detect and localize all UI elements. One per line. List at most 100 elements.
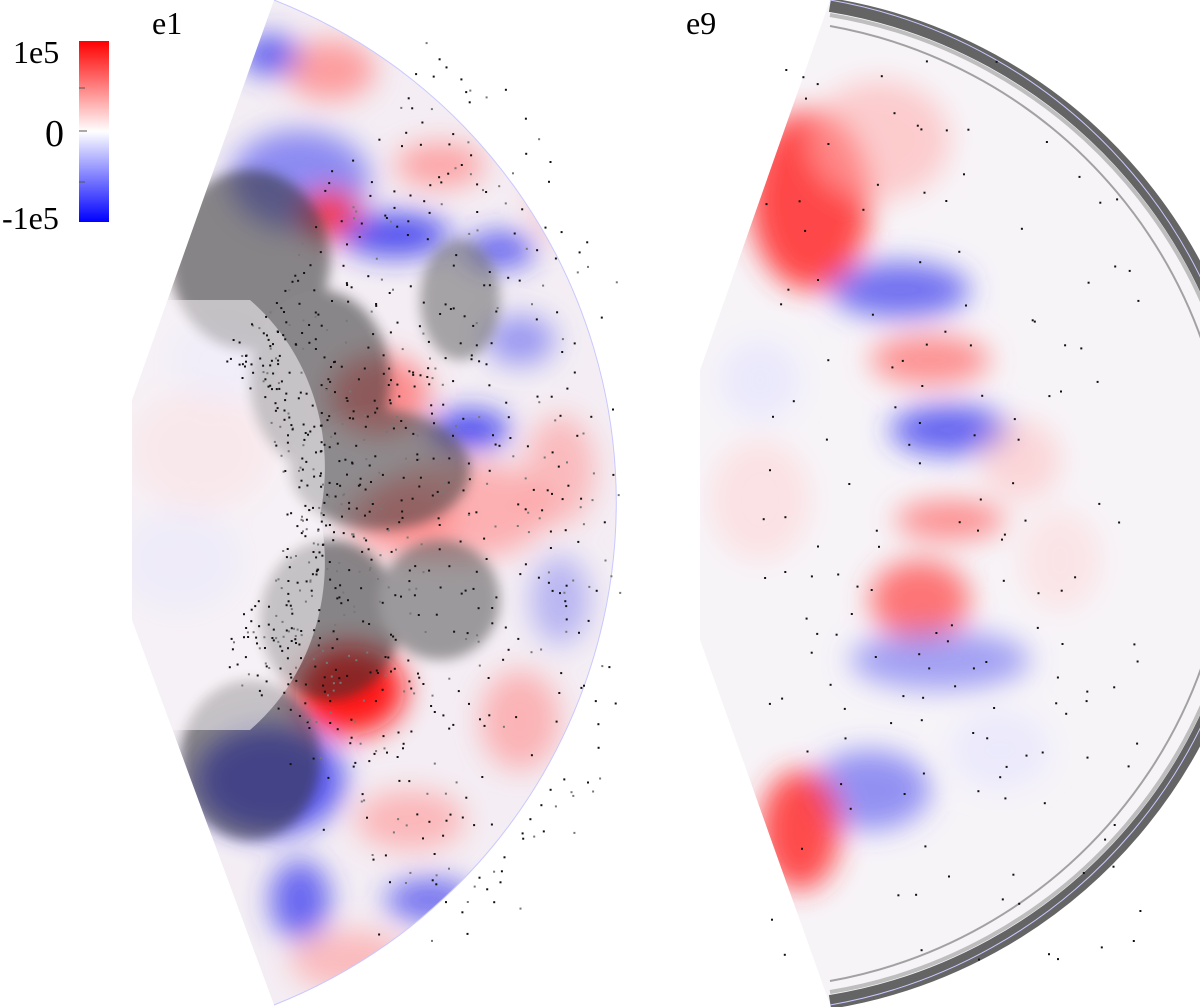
particle-dot xyxy=(476,229,479,232)
particle-dot xyxy=(313,475,316,478)
particle-dot xyxy=(249,387,252,390)
particle-dot xyxy=(434,367,437,370)
particle-dot xyxy=(517,503,520,506)
particle-dot xyxy=(564,600,567,603)
particle-dot xyxy=(538,517,541,520)
particle-dot xyxy=(548,180,550,183)
particle-dot xyxy=(275,444,278,447)
particle-dot xyxy=(262,380,265,383)
particle-dot xyxy=(305,580,308,583)
particle-dot xyxy=(373,752,376,755)
particle-dot xyxy=(417,614,420,616)
particle-dot xyxy=(487,677,490,679)
particle-dot xyxy=(315,570,318,573)
particle-dot xyxy=(269,384,272,387)
particle-dot xyxy=(384,674,387,677)
particle-dot xyxy=(919,261,922,264)
particle-dot xyxy=(411,107,414,110)
particle-dot xyxy=(290,512,293,515)
particle-dot xyxy=(525,152,528,155)
particle-dot xyxy=(448,867,450,870)
particle-dot xyxy=(560,672,563,675)
particle-dot xyxy=(1057,958,1059,961)
particle-dot xyxy=(301,468,304,471)
particle-dot xyxy=(965,304,967,307)
particle-dot xyxy=(294,635,297,637)
particle-dot xyxy=(1136,660,1139,663)
particle-dot xyxy=(314,315,317,318)
particle-dot xyxy=(339,584,342,587)
particle-dot xyxy=(382,735,385,738)
particle-dot xyxy=(418,325,421,328)
particle-dot xyxy=(431,879,434,882)
particle-dot xyxy=(590,415,593,418)
particle-dot xyxy=(263,636,266,639)
particle-dot xyxy=(264,647,266,649)
particle-dot xyxy=(610,575,613,578)
particle-dot xyxy=(452,264,455,267)
particle-dot xyxy=(925,60,928,63)
particle-dot xyxy=(493,901,496,904)
particle-dot xyxy=(370,181,373,184)
particle-dot xyxy=(559,592,561,595)
particle-dot xyxy=(246,631,249,634)
particle-dot xyxy=(397,731,400,734)
particle-dot xyxy=(323,676,326,679)
particle-dot xyxy=(468,512,471,515)
particle-dot xyxy=(978,958,980,961)
particle-dot xyxy=(289,708,292,711)
particle-dot xyxy=(505,401,508,404)
particle-dot xyxy=(995,60,998,63)
particle-dot xyxy=(388,367,391,370)
particle-dot xyxy=(359,483,362,486)
particle-dot xyxy=(486,482,489,485)
particle-dot xyxy=(398,779,401,782)
particle-dot xyxy=(299,466,302,469)
particle-dot xyxy=(370,481,372,483)
particle-dot xyxy=(496,307,499,310)
particle-dot xyxy=(422,301,425,304)
particle-dot xyxy=(319,757,322,759)
particle-dot xyxy=(251,324,254,327)
particle-dot xyxy=(229,357,232,360)
particle-dot xyxy=(470,358,473,361)
particle-dot xyxy=(423,200,426,203)
particle-dot xyxy=(416,453,419,456)
particle-dot xyxy=(258,625,261,628)
particle-dot xyxy=(392,427,395,430)
particle-dot xyxy=(901,359,904,362)
particle-dot xyxy=(314,348,317,350)
particle-dot xyxy=(334,391,336,394)
particle-dot xyxy=(485,191,488,193)
particle-dot xyxy=(406,536,409,539)
particle-dot xyxy=(293,627,295,630)
particle-dot xyxy=(615,281,618,284)
particle-dot xyxy=(530,754,533,757)
particle-dot xyxy=(1113,824,1116,826)
particle-dot xyxy=(269,347,272,350)
particle-dot xyxy=(447,172,450,175)
particle-dot xyxy=(460,592,463,595)
particle-dot xyxy=(542,830,545,833)
particle-dot xyxy=(928,667,931,670)
particle-dot xyxy=(467,462,470,465)
particle-dot xyxy=(245,360,247,363)
particle-dot xyxy=(470,154,473,157)
particle-shell-e9 xyxy=(828,0,1200,1007)
particle-dot xyxy=(544,226,547,229)
particle-dot xyxy=(918,462,921,465)
particle-dot xyxy=(1060,589,1063,592)
particle-dot xyxy=(241,377,244,379)
particle-dot xyxy=(524,508,527,511)
particle-dot xyxy=(257,600,260,603)
particle-dot xyxy=(805,97,807,100)
particle-dot xyxy=(419,476,422,479)
particle-dot xyxy=(787,288,790,291)
particle-dot xyxy=(772,415,774,418)
particle-dot xyxy=(232,339,235,341)
particle-dot xyxy=(268,605,270,608)
particle-dot xyxy=(597,746,600,749)
particle-dot xyxy=(291,428,294,431)
particle-dot xyxy=(320,472,322,475)
particle-dot xyxy=(280,454,283,457)
